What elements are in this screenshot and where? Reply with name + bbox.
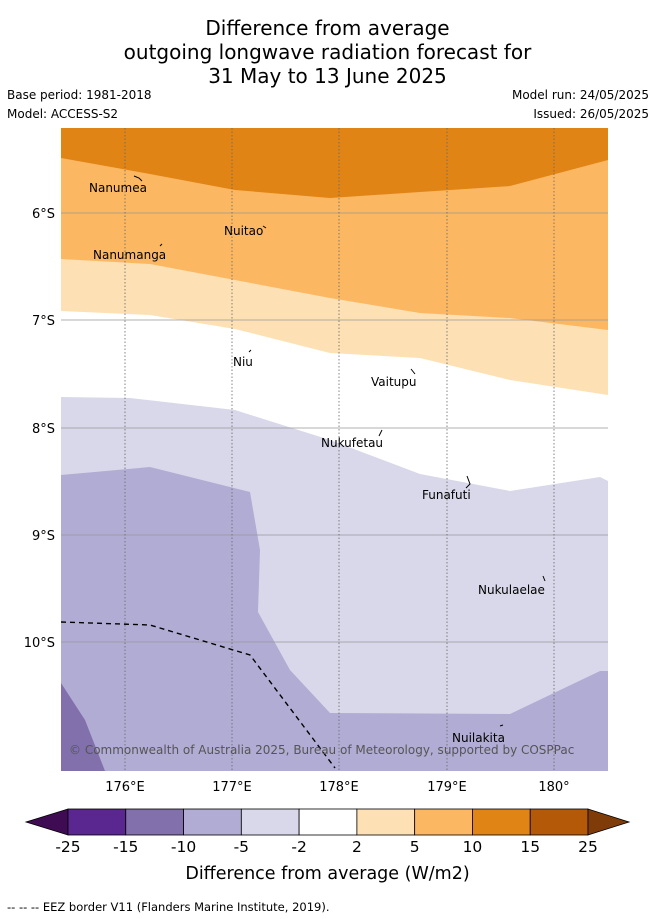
band-minus-5-to-10 xyxy=(61,467,608,771)
colorbar-tick-label: 10 xyxy=(462,838,483,856)
place-label: Vaitupu xyxy=(371,375,417,389)
colorbar-segment xyxy=(414,808,473,836)
base-period: Base period: 1981-2018 xyxy=(7,88,152,102)
colorbar-tick-label: 15 xyxy=(520,838,541,856)
colorbar-segment xyxy=(67,808,127,836)
colorbar-segment xyxy=(298,808,358,836)
lon-label: 179°E xyxy=(427,780,467,795)
island-niu xyxy=(248,349,252,353)
longitude-labels: 176°E 177°E 178°E 179°E 180° xyxy=(105,780,569,795)
band-minus-10-to-15 xyxy=(61,683,105,771)
copyright-notice: © Commonwealth of Australia 2025, Bureau… xyxy=(69,743,574,757)
colorbar-segment xyxy=(356,808,416,836)
island-funafuti xyxy=(465,475,471,489)
island-nanumea xyxy=(133,175,143,182)
island-nukufetau xyxy=(378,429,383,437)
map-plot-area: Nanumea Nuitao Nanumanga Niu Vaitupu Nuk… xyxy=(61,128,608,771)
issued-date: Issued: 26/05/2025 xyxy=(533,107,649,121)
place-label: Nukulaelae xyxy=(478,583,545,597)
model-run: Model run: 24/05/2025 xyxy=(511,88,649,102)
colorbar-title: Difference from average (W/m2) xyxy=(185,864,470,884)
colorbar-segment xyxy=(529,808,589,836)
island-nuilakita xyxy=(499,724,504,727)
place-label: Nuilakita xyxy=(452,731,505,745)
colorbar-tick-label: 25 xyxy=(578,838,598,856)
colorbar xyxy=(24,808,631,836)
colorbar-segment xyxy=(472,808,531,836)
lon-label: 176°E xyxy=(105,780,145,795)
place-label: Nanumanga xyxy=(93,248,166,262)
colorbar-segment xyxy=(183,808,242,836)
place-label: Nukufetau xyxy=(321,436,383,450)
place-label: Funafuti xyxy=(422,488,471,502)
place-labels: Nanumea Nuitao Nanumanga Niu Vaitupu Nuk… xyxy=(89,181,545,745)
latitude-labels: 6°S 7°S 8°S 9°S 10°S xyxy=(24,207,55,651)
lon-label: 177°E xyxy=(212,780,252,795)
colorbar-tick-label: -25 xyxy=(55,838,81,856)
island-nuitao xyxy=(262,225,267,229)
island-vaitupu xyxy=(410,368,416,375)
colorbar-extend-low xyxy=(24,808,69,836)
lat-label: 6°S xyxy=(32,207,55,222)
place-label: Niu xyxy=(233,355,253,369)
place-label: Nuitao xyxy=(224,224,263,238)
title-line-3: 31 May to 13 June 2025 xyxy=(208,64,447,88)
colorbar-tick-label: -5 xyxy=(233,838,250,856)
lon-label: 178°E xyxy=(319,780,359,795)
eez-border xyxy=(61,621,336,769)
title-line-2: outgoing longwave radiation forecast for xyxy=(123,40,532,64)
island-nukulaelae xyxy=(542,575,546,582)
lat-label: 8°S xyxy=(32,422,55,437)
colorbar-extend-high xyxy=(587,808,631,836)
lat-label: 10°S xyxy=(24,636,55,651)
colorbar-segment xyxy=(240,808,300,836)
title-line-1: Difference from average xyxy=(205,16,450,40)
lat-label: 9°S xyxy=(32,529,55,544)
colorbar-tick-label: -15 xyxy=(113,838,139,856)
eez-legend-note: -- -- -- EEZ border V11 (Flanders Marine… xyxy=(7,900,330,914)
colorbar-tick-label: -2 xyxy=(291,838,307,856)
colorbar-segment xyxy=(125,808,184,836)
colorbar-tick-label: 5 xyxy=(409,838,420,856)
island-outlines xyxy=(133,175,546,727)
chart-title: Difference from average outgoing longwav… xyxy=(0,16,655,88)
band-plus-10-to-15 xyxy=(61,128,608,198)
colorbar-tick-label: 2 xyxy=(351,838,362,856)
lat-label: 7°S xyxy=(32,314,55,329)
lon-label: 180° xyxy=(538,780,569,795)
island-nanumanga xyxy=(159,243,163,247)
colorbar-tick-label: -10 xyxy=(170,838,197,856)
place-label: Nanumea xyxy=(89,181,147,195)
model-name: Model: ACCESS-S2 xyxy=(7,107,119,121)
